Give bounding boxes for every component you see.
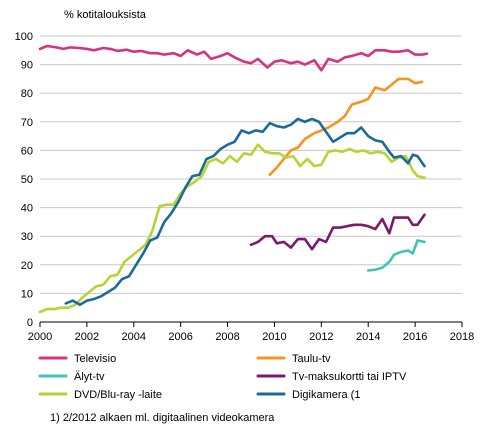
y-tick-label: 50: [21, 174, 33, 186]
legend-label: Televisio: [74, 353, 116, 365]
y-tick-label: 30: [21, 231, 33, 243]
y-tick-label: 80: [21, 88, 33, 100]
x-tick-label: 2006: [168, 331, 192, 343]
y-tick-label: 20: [21, 260, 33, 272]
series-line-3: [249, 213, 426, 251]
series-line-1: [268, 77, 424, 176]
series-line-2: [366, 239, 426, 272]
series-line-4: [38, 143, 426, 314]
x-tick-label: 2014: [356, 331, 380, 343]
x-tick-label: 2012: [309, 331, 333, 343]
legend-label: Älyt-tv: [74, 371, 105, 383]
y-tick-label: 0: [27, 317, 33, 329]
series-line-0: [38, 44, 429, 72]
x-tick-label: 2002: [75, 331, 99, 343]
legend-label: DVD/Blu-ray -laite: [74, 389, 162, 401]
x-tick-label: 2004: [122, 331, 146, 343]
y-axis-label: % kotitalouksista: [64, 9, 147, 21]
y-tick-label: 60: [21, 145, 33, 157]
legend-label: Digikamera (1: [292, 389, 360, 401]
x-tick-label: 2010: [262, 331, 286, 343]
x-tick-label: 2008: [215, 331, 239, 343]
x-axis-ticks: 2000 2002 2004 2006 2008 2010 2012 2014 2016 2018: [28, 322, 474, 343]
gridlines: [40, 35, 462, 294]
series-line-5: [64, 117, 426, 307]
legend-label: Taulu-tv: [292, 353, 331, 365]
legend: Televisio Taulu-tv Älyt-tv Tv-maksukortti t…: [38, 353, 407, 401]
y-tick-label: 70: [21, 117, 33, 129]
x-tick-label: 2016: [403, 331, 427, 343]
footnote: 1) 2/2012 alkaen ml. digitaalinen videok…: [50, 412, 275, 424]
y-tick-label: 100: [15, 31, 33, 43]
y-tick-label: 40: [21, 203, 33, 215]
y-tick-label: 90: [21, 60, 33, 72]
x-tick-label: 2000: [28, 331, 52, 343]
legend-label: Tv-maksukortti tai IPTV: [292, 371, 407, 383]
y-axis-ticks: 0 10 20 30 40 50 60 70 80 90 100: [15, 31, 33, 329]
y-tick-label: 10: [21, 288, 33, 300]
series-lines: [38, 44, 429, 314]
x-tick-label: 2018: [450, 331, 474, 343]
